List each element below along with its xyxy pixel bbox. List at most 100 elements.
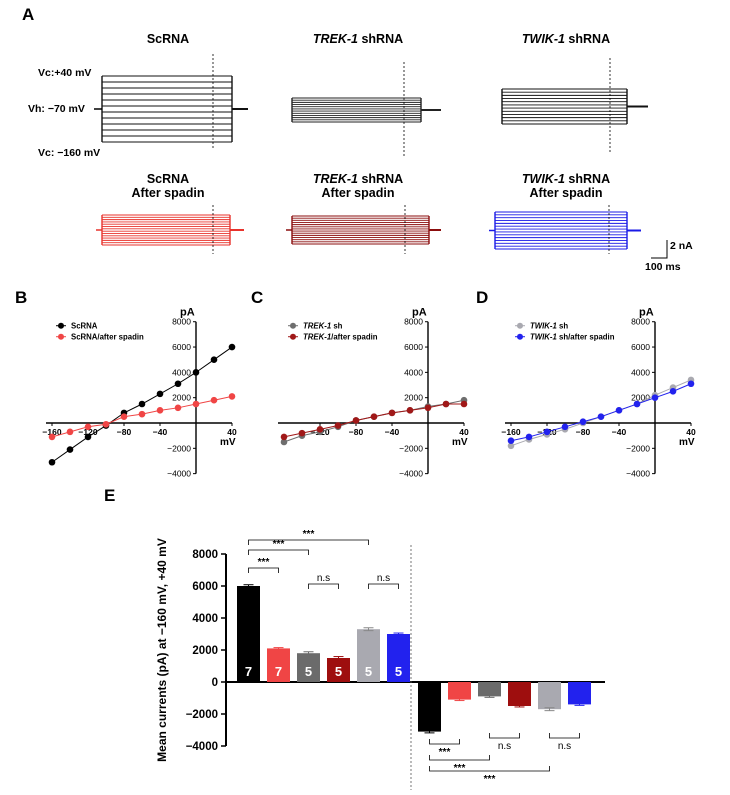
scale-bar: 2 nA 100 ms bbox=[645, 240, 693, 273]
scale-bar-time: 100 ms bbox=[645, 261, 681, 273]
y-tick-label: 4000 bbox=[404, 367, 423, 377]
significance-label: *** bbox=[439, 747, 451, 758]
x-tick-label: −160 bbox=[42, 427, 61, 437]
data-point bbox=[228, 393, 236, 400]
bar bbox=[508, 682, 531, 706]
data-point bbox=[156, 407, 164, 414]
y-tick-label: 6000 bbox=[192, 581, 218, 593]
trace-set-4 bbox=[96, 205, 244, 254]
panel-letter: D bbox=[476, 288, 488, 307]
data-point bbox=[687, 380, 695, 388]
y-tick-label: −2000 bbox=[626, 443, 650, 453]
legend-label: TREK-1 sh bbox=[303, 322, 343, 331]
significance-label: *** bbox=[273, 539, 285, 550]
significance-bracket bbox=[308, 583, 339, 589]
scale-bar-lines bbox=[651, 240, 668, 259]
data-point bbox=[579, 418, 587, 426]
legend-marker bbox=[58, 333, 64, 340]
data-point bbox=[84, 423, 92, 431]
title-trek1-spadin-sub: After spadin bbox=[322, 186, 395, 200]
data-point bbox=[174, 380, 182, 388]
data-point bbox=[615, 407, 623, 414]
data-point bbox=[298, 429, 306, 437]
significance-label: n.s bbox=[498, 741, 511, 752]
significance-label: *** bbox=[303, 529, 315, 540]
trace-set-1 bbox=[101, 54, 248, 150]
title-trek1-spadin: TREK-1 shRNA bbox=[313, 172, 403, 186]
significance-bracket bbox=[368, 583, 399, 589]
data-point bbox=[192, 369, 200, 376]
iv-plot-d: D8000600040002000−2000−4000−160−120−80−4… bbox=[476, 288, 696, 479]
panel-letter: C bbox=[251, 288, 263, 307]
bar bbox=[267, 648, 290, 682]
x-tick-label: −120 bbox=[78, 427, 97, 437]
significance-bracket bbox=[429, 755, 490, 761]
legend-gene: TWIK-1 bbox=[530, 322, 557, 331]
y-tick-label: 6000 bbox=[172, 342, 191, 352]
bar bbox=[297, 653, 320, 682]
y-tick-label: 8000 bbox=[631, 317, 650, 327]
y-axis-unit: pA bbox=[412, 307, 427, 319]
data-point bbox=[507, 437, 515, 445]
y-tick-label: −4000 bbox=[626, 469, 650, 479]
legend-marker bbox=[290, 322, 296, 329]
n-label: 5 bbox=[335, 664, 342, 679]
y-tick-label: 2000 bbox=[631, 393, 650, 403]
data-point bbox=[192, 400, 200, 408]
data-point bbox=[370, 413, 378, 420]
data-point bbox=[388, 409, 396, 417]
significance-label: n.s bbox=[317, 573, 330, 584]
data-point bbox=[669, 388, 677, 395]
y-tick-label: −4000 bbox=[186, 741, 218, 753]
significance-bracket bbox=[429, 739, 460, 745]
protocol-labels: Vc:+40 mV Vh: −70 mV Vc: −160 mV bbox=[28, 67, 100, 159]
vc-bottom-label: Vc: −160 mV bbox=[38, 147, 100, 159]
significance-bracket bbox=[429, 766, 550, 772]
data-point bbox=[280, 433, 288, 441]
data-point bbox=[210, 396, 218, 404]
y-tick-label: 8000 bbox=[172, 317, 191, 327]
x-axis-unit: mV bbox=[452, 437, 468, 448]
trace-set-2 bbox=[291, 62, 441, 158]
data-point bbox=[156, 390, 164, 398]
significance-label: n.s bbox=[558, 741, 571, 752]
legend-marker bbox=[58, 322, 64, 329]
title-scrna-spadin-sub: After spadin bbox=[132, 186, 205, 200]
y-tick-label: 6000 bbox=[631, 342, 650, 352]
data-point bbox=[406, 407, 414, 414]
legend-label: TWIK-1 sh/after spadin bbox=[530, 333, 615, 342]
data-point bbox=[66, 446, 74, 453]
significance-bracket bbox=[489, 733, 520, 739]
data-point bbox=[48, 433, 56, 441]
y-tick-label: 6000 bbox=[404, 342, 423, 352]
x-tick-label: 40 bbox=[686, 427, 696, 437]
legend-gene: TREK-1 bbox=[303, 322, 331, 331]
legend-marker bbox=[290, 333, 296, 340]
legend-name: sh bbox=[331, 322, 343, 331]
legend-name: /after spadin bbox=[331, 333, 378, 342]
y-tick-label: −4000 bbox=[399, 469, 423, 479]
legend-label: ScRNA bbox=[71, 322, 98, 331]
y-tick-label: 8000 bbox=[404, 317, 423, 327]
title-twik1-shrna: TWIK-1 shRNA bbox=[522, 32, 610, 46]
x-tick-label: −160 bbox=[501, 427, 520, 437]
data-point bbox=[460, 400, 468, 408]
n-label: 5 bbox=[395, 664, 402, 679]
legend-gene: TREK-1 bbox=[303, 333, 331, 342]
data-point bbox=[66, 428, 74, 436]
bar bbox=[327, 658, 350, 682]
data-point bbox=[597, 413, 605, 420]
legend-marker bbox=[517, 322, 523, 329]
legend-label: TREK-1/after spadin bbox=[303, 333, 378, 342]
x-tick-label: −80 bbox=[349, 427, 364, 437]
data-point bbox=[424, 404, 432, 412]
bar bbox=[387, 634, 410, 682]
title-twik1-spadin-sub: After spadin bbox=[530, 186, 603, 200]
y-tick-label: 2000 bbox=[192, 645, 218, 657]
data-point bbox=[442, 400, 450, 408]
y-tick-label: −2000 bbox=[399, 443, 423, 453]
current-traces bbox=[94, 54, 648, 254]
significance-bracket bbox=[248, 567, 279, 573]
x-tick-label: −40 bbox=[612, 427, 627, 437]
legend-name: ScRNA/after spadin bbox=[71, 333, 144, 342]
